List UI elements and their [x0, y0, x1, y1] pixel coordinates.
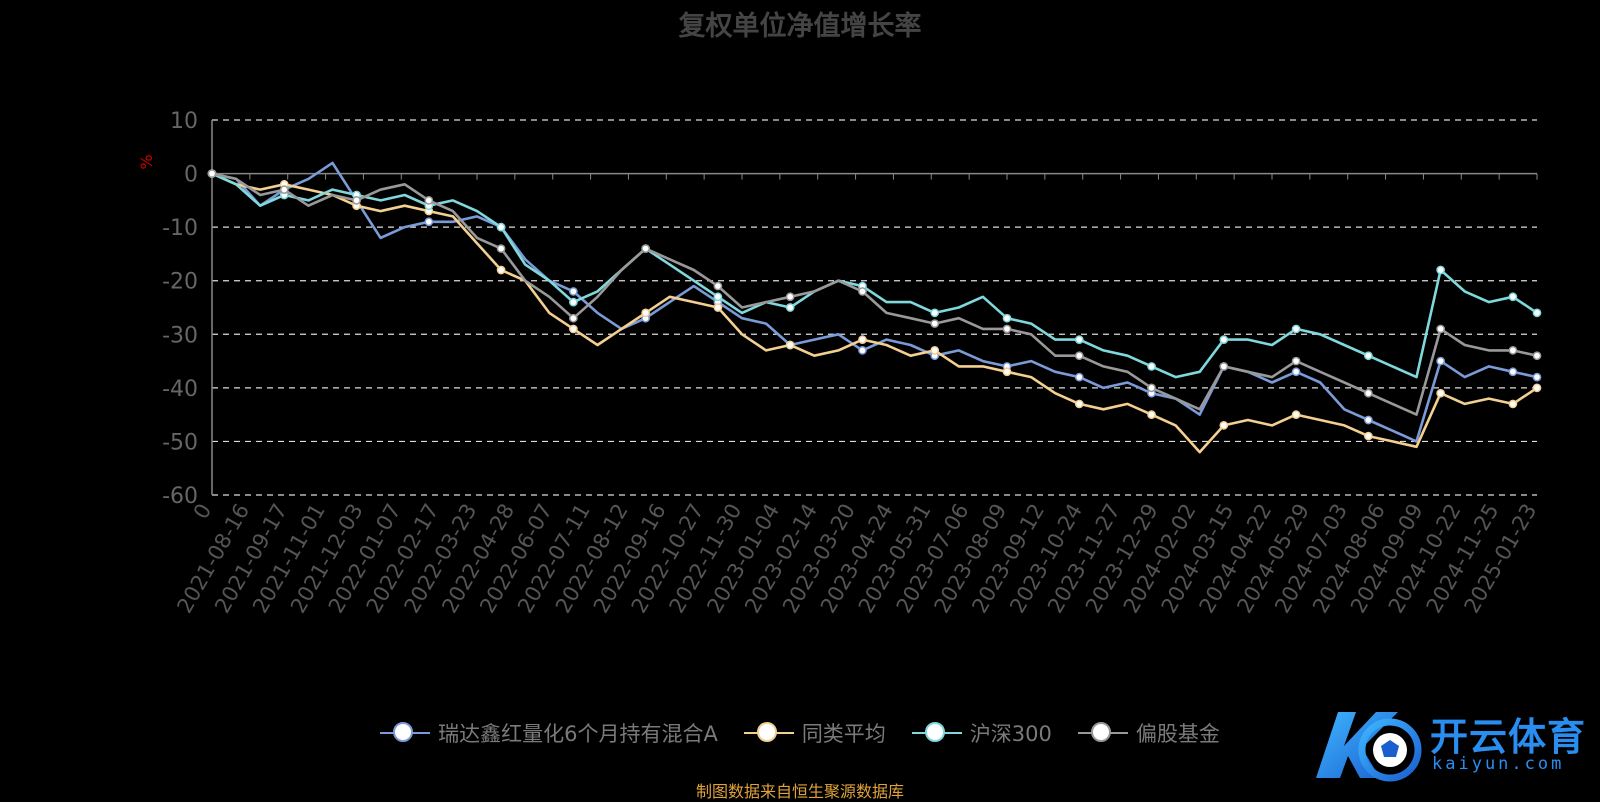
legend-swatch-fund: [380, 721, 431, 745]
series-line-2: [211, 172, 1538, 379]
data-point: [1074, 335, 1084, 344]
data-point: [1508, 399, 1518, 409]
y-axis-label: %: [137, 154, 156, 169]
source-note: 制图数据来自恒生聚源数据库: [695, 782, 904, 801]
data-point: [1074, 372, 1084, 382]
chart-title: 复权单位净值增长率: [678, 11, 922, 42]
data-point: [1508, 367, 1518, 377]
data-point: [569, 313, 578, 323]
y-tick-label: -50: [162, 430, 198, 455]
data-point: [352, 196, 361, 205]
data-point: [930, 308, 940, 318]
data-point: [1002, 324, 1012, 334]
data-point: [1074, 351, 1084, 361]
data-point: [496, 244, 506, 253]
data-point: [424, 217, 434, 227]
kaiyun-logo: [1316, 712, 1422, 782]
legend-label-csi300: 沪深300: [969, 722, 1052, 746]
legend-swatch-peer-average: [743, 721, 794, 745]
data-point: [569, 297, 578, 307]
data-point: [1364, 431, 1373, 441]
data-point: [1436, 388, 1445, 398]
data-point: [279, 185, 289, 194]
y-tick-label: -10: [162, 216, 198, 241]
data-point: [641, 308, 650, 318]
data-point: [1291, 324, 1301, 334]
data-point: [858, 346, 867, 355]
data-point: [713, 281, 723, 291]
legend-item-equity-funds[interactable]: 偏股基金: [1077, 718, 1220, 748]
data-point: [1147, 383, 1156, 393]
data-point: [1532, 383, 1542, 393]
line-chart: 100-10-20-30-40-50-60%02021-08-162021-09…: [137, 109, 1542, 617]
data-point: [496, 265, 506, 275]
logo-brand-text: 开云体育: [1430, 715, 1587, 759]
legend: 瑞达鑫红量化6个月持有混合A 同类平均 沪深300 偏股基金: [0, 718, 1600, 748]
data-point: [1291, 410, 1301, 419]
y-tick-label: -60: [162, 484, 198, 509]
data-point: [1291, 367, 1301, 377]
data-point: [1147, 410, 1156, 419]
data-point: [1364, 388, 1373, 398]
data-point: [207, 169, 217, 178]
y-tick-label: -30: [162, 323, 198, 348]
data-point: [1002, 313, 1012, 323]
data-point: [641, 244, 650, 253]
y-tick-label: -20: [162, 270, 198, 295]
y-tick-label: 0: [184, 163, 198, 188]
legend-swatch-csi300: [911, 721, 962, 745]
y-tick-label: -40: [162, 377, 198, 402]
data-point: [569, 324, 578, 334]
logo-domain-text: kaiyun.com: [1432, 754, 1565, 774]
data-point: [496, 222, 506, 232]
data-point: [713, 292, 723, 302]
data-point: [785, 340, 795, 350]
series-line-1: [211, 172, 1538, 454]
x-tick-label: 0: [189, 500, 216, 524]
data-point: [1074, 399, 1084, 409]
data-point: [1436, 324, 1445, 334]
data-point: [1532, 308, 1542, 318]
legend-label-equity-funds: 偏股基金: [1135, 722, 1220, 746]
legend-item-csi300[interactable]: 沪深300: [911, 718, 1052, 748]
data-point: [1147, 362, 1156, 371]
data-point: [569, 287, 578, 296]
data-point: [1219, 335, 1229, 344]
data-point: [1436, 356, 1445, 366]
data-point: [930, 346, 940, 355]
data-point: [1436, 265, 1445, 275]
data-point: [858, 287, 867, 296]
data-point: [424, 196, 434, 205]
data-point: [1532, 372, 1542, 382]
data-point: [858, 335, 867, 344]
data-point: [1508, 346, 1518, 355]
data-point: [1219, 421, 1229, 430]
data-point: [1532, 351, 1542, 361]
data-point: [1508, 292, 1518, 302]
data-point: [930, 319, 940, 328]
legend-label-peer-average: 同类平均: [801, 722, 886, 746]
data-point: [1219, 362, 1229, 371]
data-point: [1364, 351, 1373, 361]
data-point: [1002, 367, 1012, 377]
legend-swatch-equity-funds: [1077, 721, 1128, 745]
data-point: [713, 303, 723, 312]
data-point: [785, 303, 795, 312]
legend-label-fund: 瑞达鑫红量化6个月持有混合A: [438, 722, 718, 746]
y-tick-label: 10: [170, 109, 198, 134]
legend-item-peer-average[interactable]: 同类平均: [743, 718, 886, 748]
series-line-3: [211, 172, 1538, 416]
data-point: [785, 292, 795, 302]
data-point: [1291, 356, 1301, 366]
data-point: [1364, 415, 1373, 425]
legend-item-fund[interactable]: 瑞达鑫红量化6个月持有混合A: [380, 718, 718, 748]
